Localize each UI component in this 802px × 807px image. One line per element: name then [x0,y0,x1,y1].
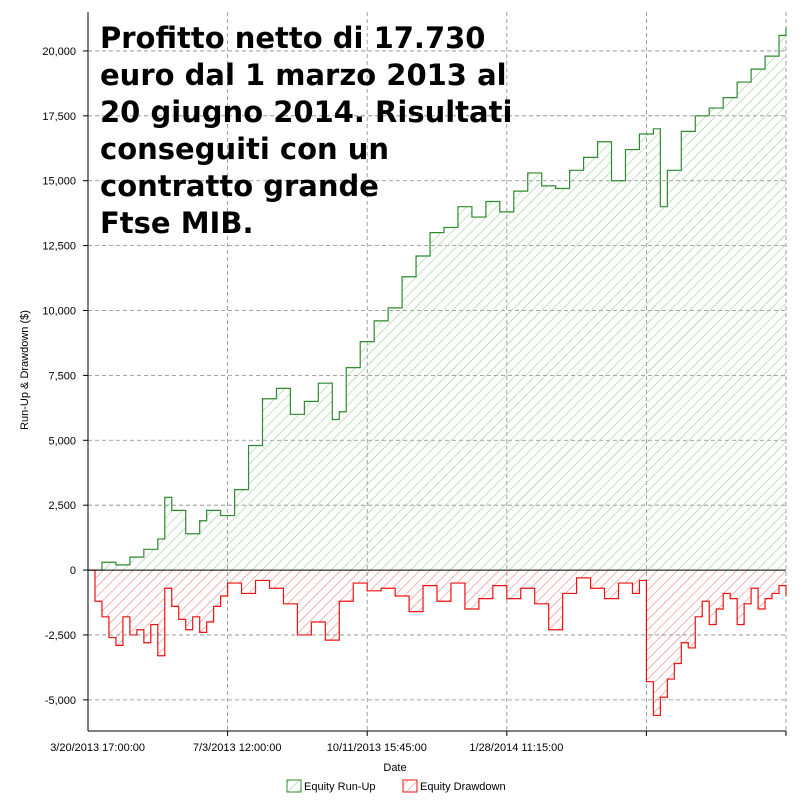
x-tick-label: 7/3/2013 12:00:00 [193,742,282,754]
y-tick-label: 15,000 [42,176,76,188]
headline-line: Ftse MIB. [100,206,254,240]
headline-line: 20 giugno 2014. Risultati [100,95,513,129]
y-tick-label: 7,500 [48,370,76,382]
headline-line: Profitto netto di 17.730 [100,21,486,55]
headline-line: contratto grande [100,169,379,203]
legend: Equity Run-Up Equity Drawdown [286,779,506,793]
legend-item-runup[interactable]: Equity Run-Up [286,779,376,793]
series-line-runup [88,27,787,571]
y-tick-label: 10,000 [42,306,76,318]
x-tick-label: 1/28/2014 11:15:00 [469,742,563,754]
y-tick-label: 20,000 [42,46,76,58]
y-tick-label: 0 [70,565,76,577]
x-tick-label: 10/11/2013 15:45:00 [327,742,427,754]
y-tick-label: 17,500 [42,111,76,123]
y-tick-label: -5,000 [45,695,76,707]
y-axis-title: Run-Up & Drawdown ($) [19,310,31,430]
x-axis-title: Date [383,762,406,774]
y-tick-label: 2,500 [48,500,76,512]
x-tick-label: 3/20/2013 17:00:00 [50,742,145,754]
legend-label-drawdown: Equity Drawdown [420,781,506,793]
y-tick-label: 12,500 [42,241,76,253]
headline-line: euro dal 1 marzo 2013 al [100,58,507,92]
y-tick-label: -2,500 [45,630,76,642]
legend-swatch-runup [286,779,302,793]
headline-line: conseguiti con un [100,132,390,166]
series-line-drawdown [88,569,787,717]
legend-item-drawdown[interactable]: Equity Drawdown [402,779,506,793]
legend-swatch-drawdown [402,779,418,793]
headline-annotation: Profitto netto di 17.730 euro dal 1 marz… [100,20,520,242]
legend-label-runup: Equity Run-Up [304,781,376,793]
y-tick-label: 5,000 [48,435,76,447]
